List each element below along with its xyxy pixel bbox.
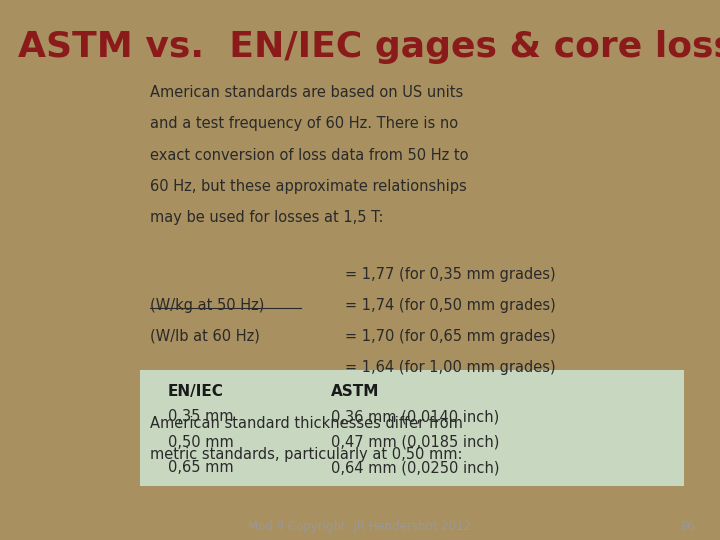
Text: Mod 9 Copyright: JR Hendershot 2012: Mod 9 Copyright: JR Hendershot 2012 bbox=[248, 520, 472, 533]
Text: = 1,77 (for 0,35 mm grades): = 1,77 (for 0,35 mm grades) bbox=[346, 267, 556, 282]
Text: American standards are based on US units: American standards are based on US units bbox=[150, 85, 463, 100]
Text: 86: 86 bbox=[680, 520, 695, 533]
Text: 0,35 mm: 0,35 mm bbox=[168, 409, 233, 424]
Text: (W/kg at 50 Hz): (W/kg at 50 Hz) bbox=[150, 298, 264, 313]
Text: = 1,64 (for 1,00 mm grades): = 1,64 (for 1,00 mm grades) bbox=[346, 360, 556, 375]
Text: 60 Hz, but these approximate relationships: 60 Hz, but these approximate relationshi… bbox=[150, 179, 467, 194]
Text: 0,47 mm (0,0185 inch): 0,47 mm (0,0185 inch) bbox=[330, 435, 499, 450]
Text: 0,64 mm (0,0250 inch): 0,64 mm (0,0250 inch) bbox=[330, 461, 499, 475]
Text: = 1,70 (for 0,65 mm grades): = 1,70 (for 0,65 mm grades) bbox=[346, 329, 556, 344]
Text: 0,36 mm (0,0140 inch): 0,36 mm (0,0140 inch) bbox=[330, 409, 499, 424]
Text: = 1,74 (for 0,50 mm grades): = 1,74 (for 0,50 mm grades) bbox=[346, 298, 556, 313]
Text: American standard thicknesses differ from: American standard thicknesses differ fro… bbox=[150, 416, 463, 431]
Text: 0,50 mm: 0,50 mm bbox=[168, 435, 233, 450]
Text: metric standards, particularly at 0,50 mm:: metric standards, particularly at 0,50 m… bbox=[150, 447, 462, 462]
Text: (W/lb at 60 Hz): (W/lb at 60 Hz) bbox=[150, 329, 260, 344]
Text: ASTM vs.  EN/IEC gages & core losses: ASTM vs. EN/IEC gages & core losses bbox=[18, 30, 720, 64]
Text: and a test frequency of 60 Hz. There is no: and a test frequency of 60 Hz. There is … bbox=[150, 117, 458, 131]
Text: EN/IEC: EN/IEC bbox=[168, 384, 223, 399]
Text: 0,65 mm: 0,65 mm bbox=[168, 461, 233, 475]
Text: ASTM: ASTM bbox=[330, 384, 379, 399]
Text: may be used for losses at 1,5 T:: may be used for losses at 1,5 T: bbox=[150, 210, 384, 225]
Text: exact conversion of loss data from 50 Hz to: exact conversion of loss data from 50 Hz… bbox=[150, 147, 469, 163]
